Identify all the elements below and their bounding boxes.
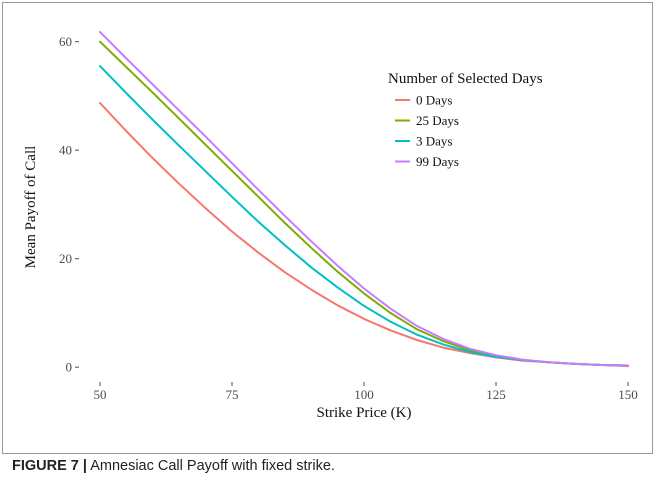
legend-entry: 25 Days <box>416 113 459 128</box>
x-axis-title: Strike Price (K) <box>317 405 412 421</box>
figure-caption: FIGURE 7 | Amnesiac Call Payoff with fix… <box>12 458 645 474</box>
x-tick-label: 125 <box>486 387 506 402</box>
y-tick-label: 20 <box>59 251 72 266</box>
series-line-99-days <box>99 30 629 367</box>
x-tick-label: 150 <box>618 387 638 402</box>
y-axis: 0 20 40 60 <box>59 34 79 375</box>
x-tick-label: 100 <box>354 387 374 402</box>
caption-text: Amnesiac Call Payoff with fixed strike. <box>86 458 335 474</box>
figure-label: FIGURE 7 | <box>12 458 87 474</box>
series-line-0-days <box>99 102 629 368</box>
legend: Number of Selected Days 0 Days 25 Days 3 D… <box>388 71 543 169</box>
figure-frame: 0 20 40 60 50 75 100 125 150 Strike Price (K) M… <box>2 2 653 454</box>
series-line-25-days <box>99 40 629 367</box>
x-tick-label: 50 <box>94 387 107 402</box>
series-lines <box>99 30 629 368</box>
y-tick-label: 0 <box>66 360 73 375</box>
legend-entry: 3 Days <box>416 134 452 149</box>
x-tick-label: 75 <box>226 387 239 402</box>
y-tick-label: 60 <box>59 34 72 49</box>
x-axis: 50 75 100 125 150 <box>94 382 638 402</box>
legend-entry: 99 Days <box>416 154 459 169</box>
y-axis-title: Mean Payoff of Call <box>23 146 39 269</box>
y-tick-label: 40 <box>59 143 72 158</box>
legend-entry: 0 Days <box>416 93 452 108</box>
line-chart: 0 20 40 60 50 75 100 125 150 Strike Price (K) M… <box>23 30 638 421</box>
legend-title: Number of Selected Days <box>388 71 543 87</box>
